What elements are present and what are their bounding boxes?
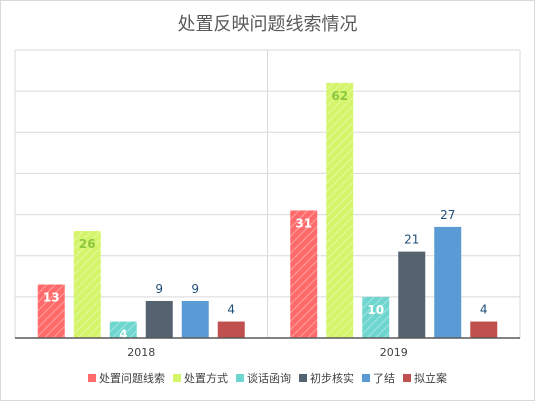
bar	[73, 231, 101, 338]
data-label: 26	[79, 237, 96, 251]
x-tick-label: 2018	[127, 346, 155, 359]
legend-label: 拟立案	[414, 372, 447, 385]
data-label: 9	[155, 282, 163, 296]
bar	[217, 321, 245, 338]
legend-swatch	[299, 374, 307, 382]
x-tick-label: 2019	[380, 346, 408, 359]
legend-item: 谈话函询	[236, 370, 291, 386]
data-label: 4	[227, 303, 235, 317]
data-label: 62	[331, 89, 348, 103]
data-label: 21	[404, 233, 419, 247]
legend-swatch	[173, 374, 181, 382]
legend-item: 拟立案	[403, 370, 447, 386]
data-label: 27	[440, 208, 455, 222]
bar	[290, 210, 318, 338]
legend-item: 处置问题线索	[88, 370, 165, 386]
bar	[398, 251, 426, 338]
bar	[434, 226, 462, 338]
legend-item: 处置方式	[173, 370, 228, 386]
legend-item: 初步核实	[299, 370, 354, 386]
legend-label: 谈话函询	[247, 372, 291, 385]
legend-swatch	[88, 374, 96, 382]
bar	[326, 82, 354, 339]
bar	[37, 284, 65, 338]
data-label: 9	[191, 282, 199, 296]
legend-swatch	[236, 374, 244, 382]
bar	[109, 321, 137, 338]
chart-title: 处置反映问题线索情况	[177, 14, 358, 35]
data-label: 31	[295, 216, 312, 230]
legend-swatch	[362, 374, 370, 382]
legend-label: 处置方式	[184, 372, 228, 385]
data-label: 4	[119, 328, 127, 342]
legend-label: 处置问题线索	[99, 372, 165, 385]
legend-label: 了结	[373, 372, 395, 385]
bar	[181, 300, 209, 338]
data-label: 13	[43, 291, 60, 305]
bar	[470, 321, 498, 338]
bar	[145, 300, 173, 338]
data-label: 10	[367, 303, 384, 317]
legend-swatch	[403, 374, 411, 382]
legend-item: 了结	[362, 370, 395, 386]
legend-label: 初步核实	[310, 372, 354, 385]
bar	[362, 296, 390, 338]
data-label: 4	[480, 303, 488, 317]
chart-legend: 处置问题线索 处置方式 谈话函询 初步核实 了结 拟立案	[0, 370, 535, 386]
